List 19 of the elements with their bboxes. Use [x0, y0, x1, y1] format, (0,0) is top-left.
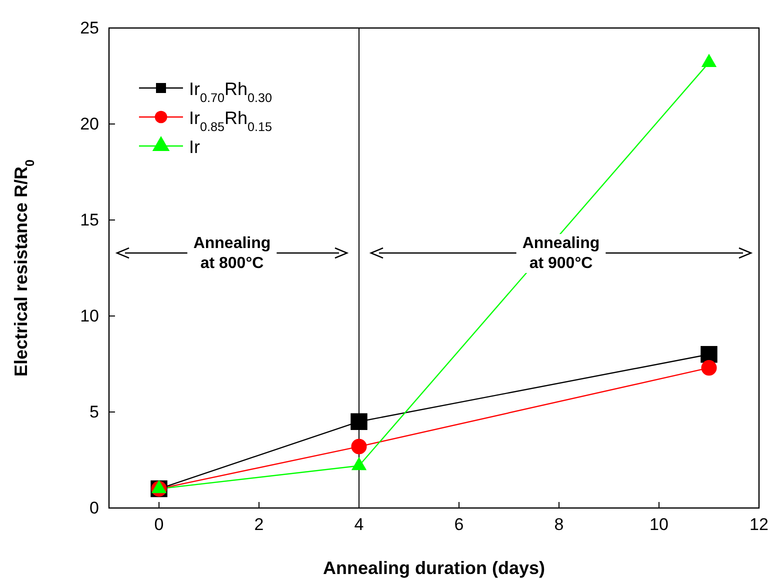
legend-label: Ir — [189, 137, 200, 157]
x-tick-label: 0 — [154, 515, 164, 534]
y-tick-label: 20 — [80, 114, 99, 134]
x-axis-title: Annealing duration (days) — [322, 558, 546, 578]
y-tick-label: 5 — [90, 402, 99, 422]
y-tick-label: 25 — [80, 18, 99, 38]
x-tick-label: 8 — [554, 515, 564, 534]
y-tick-label: 15 — [80, 210, 99, 230]
x-tick-label: 2 — [254, 515, 264, 534]
annotation: Annealing at 900°C — [522, 235, 600, 272]
y-tick-label: 0 — [90, 498, 99, 518]
x-tick-label: 12 — [750, 515, 768, 534]
legend-label: Ir$_{0.85}$Rh$_{0.15}$ — [189, 108, 272, 134]
y-tick-label: 10 — [80, 306, 99, 326]
x-tick-label: 4 — [354, 515, 364, 534]
x-tick-label: 10 — [650, 515, 668, 534]
legend-label: Ir$_{0.70}$Rh$_{0.30}$ — [189, 79, 272, 105]
x-tick-label: 6 — [454, 515, 464, 534]
annotation: Annealing at 800°C — [193, 235, 271, 272]
